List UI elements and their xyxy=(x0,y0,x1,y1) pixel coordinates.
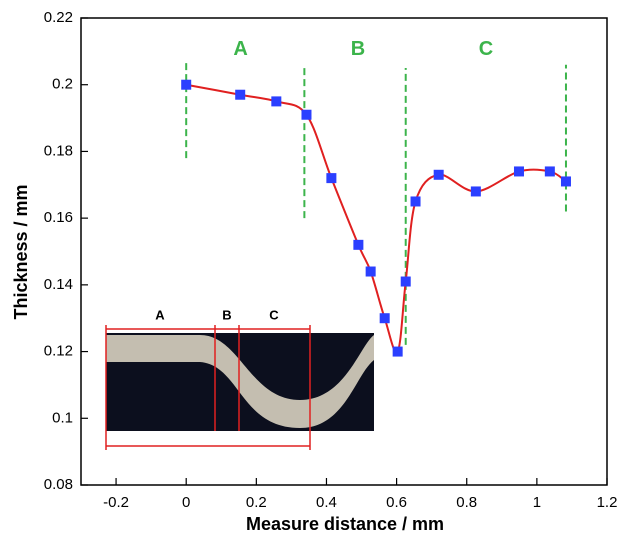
y-tick-label: 0.18 xyxy=(44,142,73,159)
x-tick-label: 1.2 xyxy=(597,494,618,511)
data-point xyxy=(379,313,390,324)
inset-label: 1.05 mm xyxy=(186,431,230,443)
inset-label: A xyxy=(155,307,165,322)
inset-label: C xyxy=(269,307,279,322)
data-point xyxy=(181,79,192,90)
inset-material xyxy=(106,335,374,428)
inset-photo: A B C 1.05 mm xyxy=(105,307,374,450)
x-tick-label: 0.8 xyxy=(456,494,477,511)
y-tick-label: 0.08 xyxy=(44,476,73,493)
data-point xyxy=(560,176,571,187)
data-point xyxy=(513,166,524,177)
x-tick-label: 0.4 xyxy=(316,494,337,511)
data-point xyxy=(433,169,444,180)
y-tick-label: 0.12 xyxy=(44,343,73,360)
plot-frame xyxy=(80,17,608,486)
y-tick-label: 0.2 xyxy=(52,76,73,93)
data-point xyxy=(326,173,337,184)
data-point xyxy=(271,96,282,107)
y-axis-title: Thickness / mm xyxy=(11,184,31,319)
series-line xyxy=(186,83,567,354)
data-point xyxy=(400,276,411,287)
y-tick-label: 0.16 xyxy=(44,209,73,226)
y-tick-label: 0.1 xyxy=(52,409,73,426)
inset-label: B xyxy=(222,307,231,322)
data-point xyxy=(301,109,312,120)
data-point xyxy=(470,186,481,197)
data-point xyxy=(235,89,246,100)
x-axis-title: Measure distance / mm xyxy=(246,514,444,534)
x-tick-label: -0.2 xyxy=(103,494,129,511)
inset-lines xyxy=(105,325,311,450)
data-point xyxy=(544,166,555,177)
data-point xyxy=(353,239,364,250)
x-tick-label: 0 xyxy=(182,494,190,511)
x-tick-label: 0.2 xyxy=(246,494,267,511)
x-tick-label: 0.6 xyxy=(386,494,407,511)
region-label: A xyxy=(233,38,247,60)
data-point xyxy=(392,346,403,357)
data-point xyxy=(365,266,376,277)
region-label: C xyxy=(479,38,493,60)
x-tick-label: 1 xyxy=(533,494,541,511)
y-tick-label: 0.22 xyxy=(44,9,73,26)
data-point xyxy=(410,196,421,207)
y-tick-label: 0.14 xyxy=(44,276,73,293)
region-label: B xyxy=(351,38,365,60)
